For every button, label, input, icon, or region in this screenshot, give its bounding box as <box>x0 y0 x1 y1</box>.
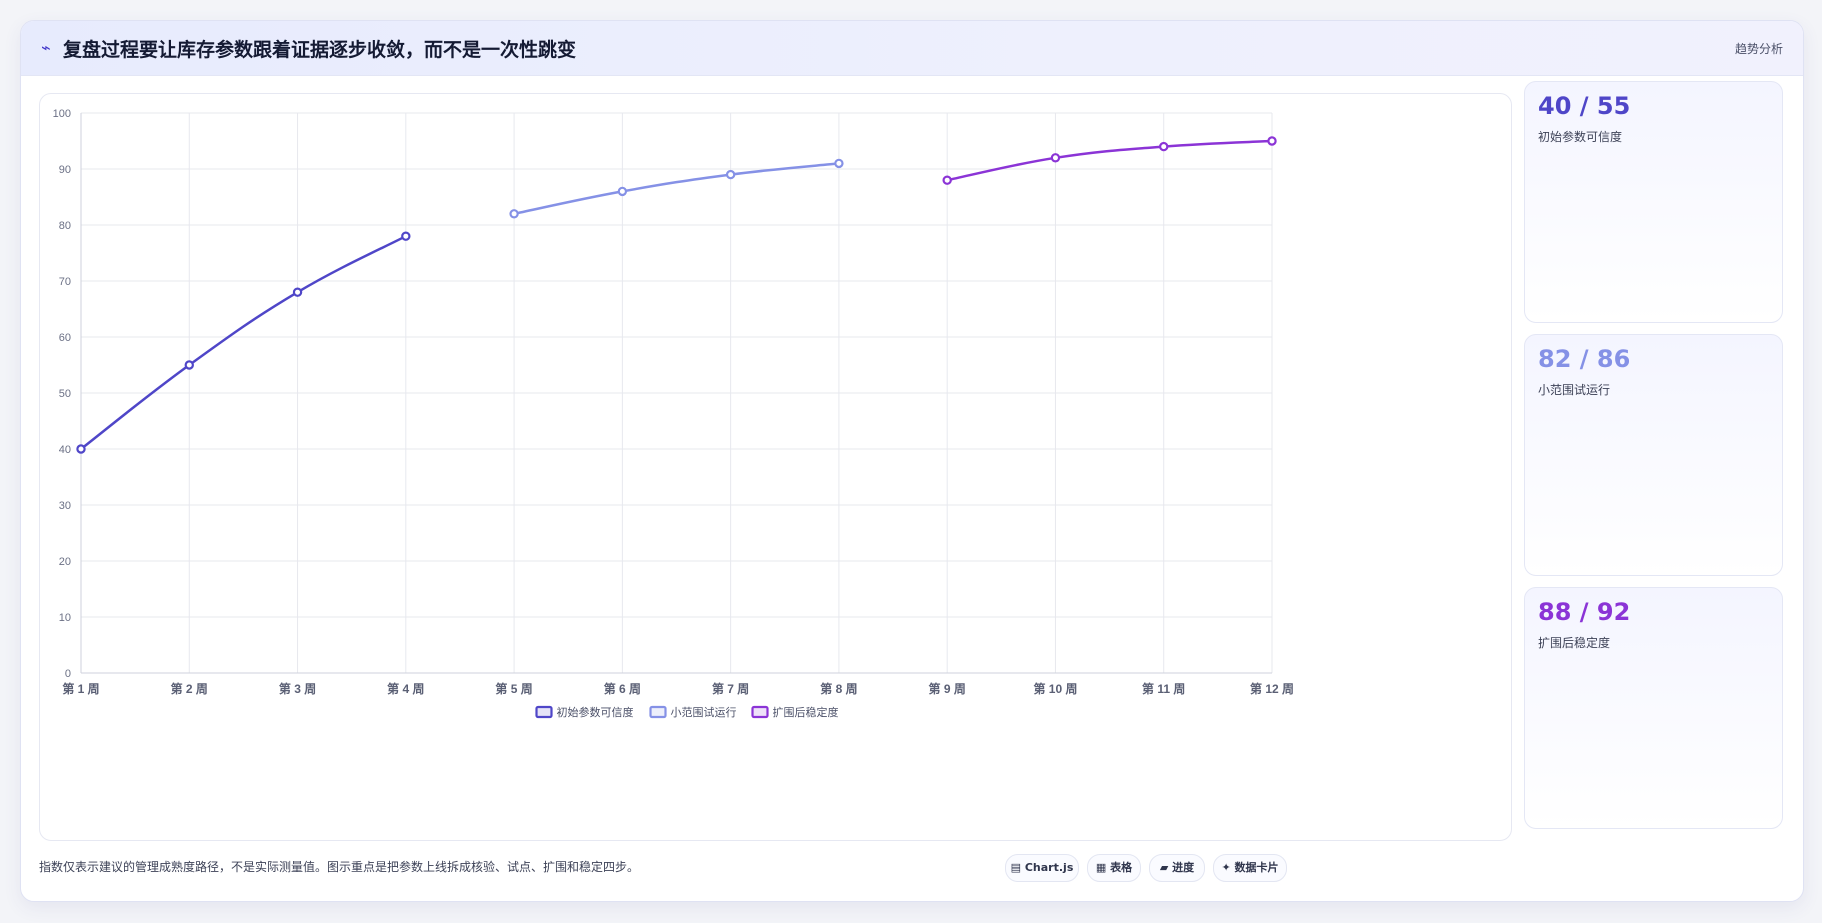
y-tick-label: 0 <box>65 668 71 680</box>
y-tick-label: 20 <box>59 556 71 568</box>
stat-label: 小范围试运行 <box>1538 383 1611 397</box>
stat-value: 40 / 55 <box>1538 92 1631 120</box>
data-card-pill[interactable]: ✦ 数据卡片 <box>1213 854 1287 882</box>
y-tick-label: 100 <box>53 108 71 120</box>
stat-card-pilot: 82 / 86 小范围试运行 <box>1524 334 1783 576</box>
series-line-1 <box>80 235 407 450</box>
y-tick-label: 40 <box>59 444 71 456</box>
card-icon: ✦ <box>1221 861 1231 874</box>
y-tick-label: 30 <box>59 500 71 512</box>
data-point <box>184 360 194 370</box>
data-point <box>617 186 628 197</box>
trend-analysis-tag[interactable]: 趋势分析 <box>1734 42 1783 56</box>
table-pill[interactable]: ▦ 表格 <box>1087 854 1141 882</box>
y-tick-label: 50 <box>59 388 71 400</box>
data-point <box>942 175 952 185</box>
card-header: ⌁ 复盘过程要让库存参数跟着证据逐步收敛，而不是一次性跳变 趋势分析 <box>21 21 1803 76</box>
x-tick-label: 第 12 周 <box>1250 681 1294 696</box>
chartjs-pill[interactable]: ▤ Chart.js <box>1005 854 1079 882</box>
footer-note: 指数仅表示建议的管理成熟度路径，不是实际测量值。图示重点是把参数上线拆成核验、试… <box>39 860 640 874</box>
y-tick-label: 70 <box>59 276 71 288</box>
data-point <box>292 287 303 297</box>
x-tick-label: 第 8 周 <box>820 681 857 696</box>
x-tick-label: 第 6 周 <box>604 681 641 696</box>
stat-value: 88 / 92 <box>1538 598 1631 626</box>
data-point <box>725 169 736 180</box>
page-title: 复盘过程要让库存参数跟着证据逐步收敛，而不是一次性跳变 <box>63 39 577 61</box>
series-line-2 <box>513 162 840 216</box>
data-point <box>1267 136 1277 146</box>
stat-label: 扩围后稳定度 <box>1538 636 1611 650</box>
x-tick-label: 第 9 周 <box>929 681 966 696</box>
stat-card-initial: 40 / 55 初始参数可信度 <box>1524 81 1783 323</box>
chart-card: ⌁ 复盘过程要让库存参数跟着证据逐步收敛，而不是一次性跳变 趋势分析 0 10 20… <box>20 20 1804 902</box>
pill-label: 进度 <box>1172 861 1195 874</box>
stat-label: 初始参数可信度 <box>1538 130 1623 144</box>
data-point <box>76 444 86 454</box>
x-tick-label: 第 2 周 <box>171 681 208 696</box>
x-tick-label: 第 11 周 <box>1142 681 1185 696</box>
y-tick-label: 10 <box>59 612 71 624</box>
trend-line-icon: ⌁ <box>41 38 51 57</box>
y-tick-label: 80 <box>59 220 71 232</box>
x-tick-label: 第 3 周 <box>279 681 316 696</box>
stat-value: 82 / 86 <box>1538 345 1631 373</box>
data-point <box>401 231 411 241</box>
legend-swatch <box>751 705 769 719</box>
stat-card-expanded: 88 / 92 扩围后稳定度 <box>1524 587 1783 829</box>
legend-swatch <box>649 705 667 719</box>
progress-icon: ▰ <box>1159 861 1169 874</box>
x-tick-label: 第 4 周 <box>387 681 424 696</box>
chart-icon: ▤ <box>1010 861 1022 874</box>
x-tick-label: 第 7 周 <box>712 681 749 696</box>
data-point <box>509 209 519 219</box>
pill-label: 数据卡片 <box>1234 861 1279 874</box>
table-icon: ▦ <box>1095 861 1107 874</box>
line-chart-panel: 0 10 20 30 40 50 60 70 80 90 100 第 1 周 第 2 周 第 3 周 第 4… <box>39 93 1512 841</box>
legend-label: 初始参数可信度 <box>557 705 634 719</box>
progress-pill[interactable]: ▰ 进度 <box>1149 854 1205 882</box>
pill-label: 表格 <box>1110 861 1133 874</box>
data-point <box>834 158 844 169</box>
legend-label: 小范围试运行 <box>671 705 737 719</box>
series-line-3 <box>946 139 1273 182</box>
data-point <box>1050 153 1061 163</box>
y-tick-label: 90 <box>59 164 71 176</box>
x-tick-label: 第 5 周 <box>495 681 532 696</box>
line-chart: 0 10 20 30 40 50 60 70 80 90 100 第 1 周 第 2 周 第 3 周 第 4… <box>53 108 1294 719</box>
data-point <box>1159 141 1169 152</box>
legend-label: 扩围后稳定度 <box>773 705 839 719</box>
legend-swatch <box>535 705 553 719</box>
x-tick-label: 第 1 周 <box>62 681 99 696</box>
y-tick-label: 60 <box>59 332 71 344</box>
x-tick-label: 第 10 周 <box>1033 681 1077 696</box>
pill-label: Chart.js <box>1024 861 1074 874</box>
